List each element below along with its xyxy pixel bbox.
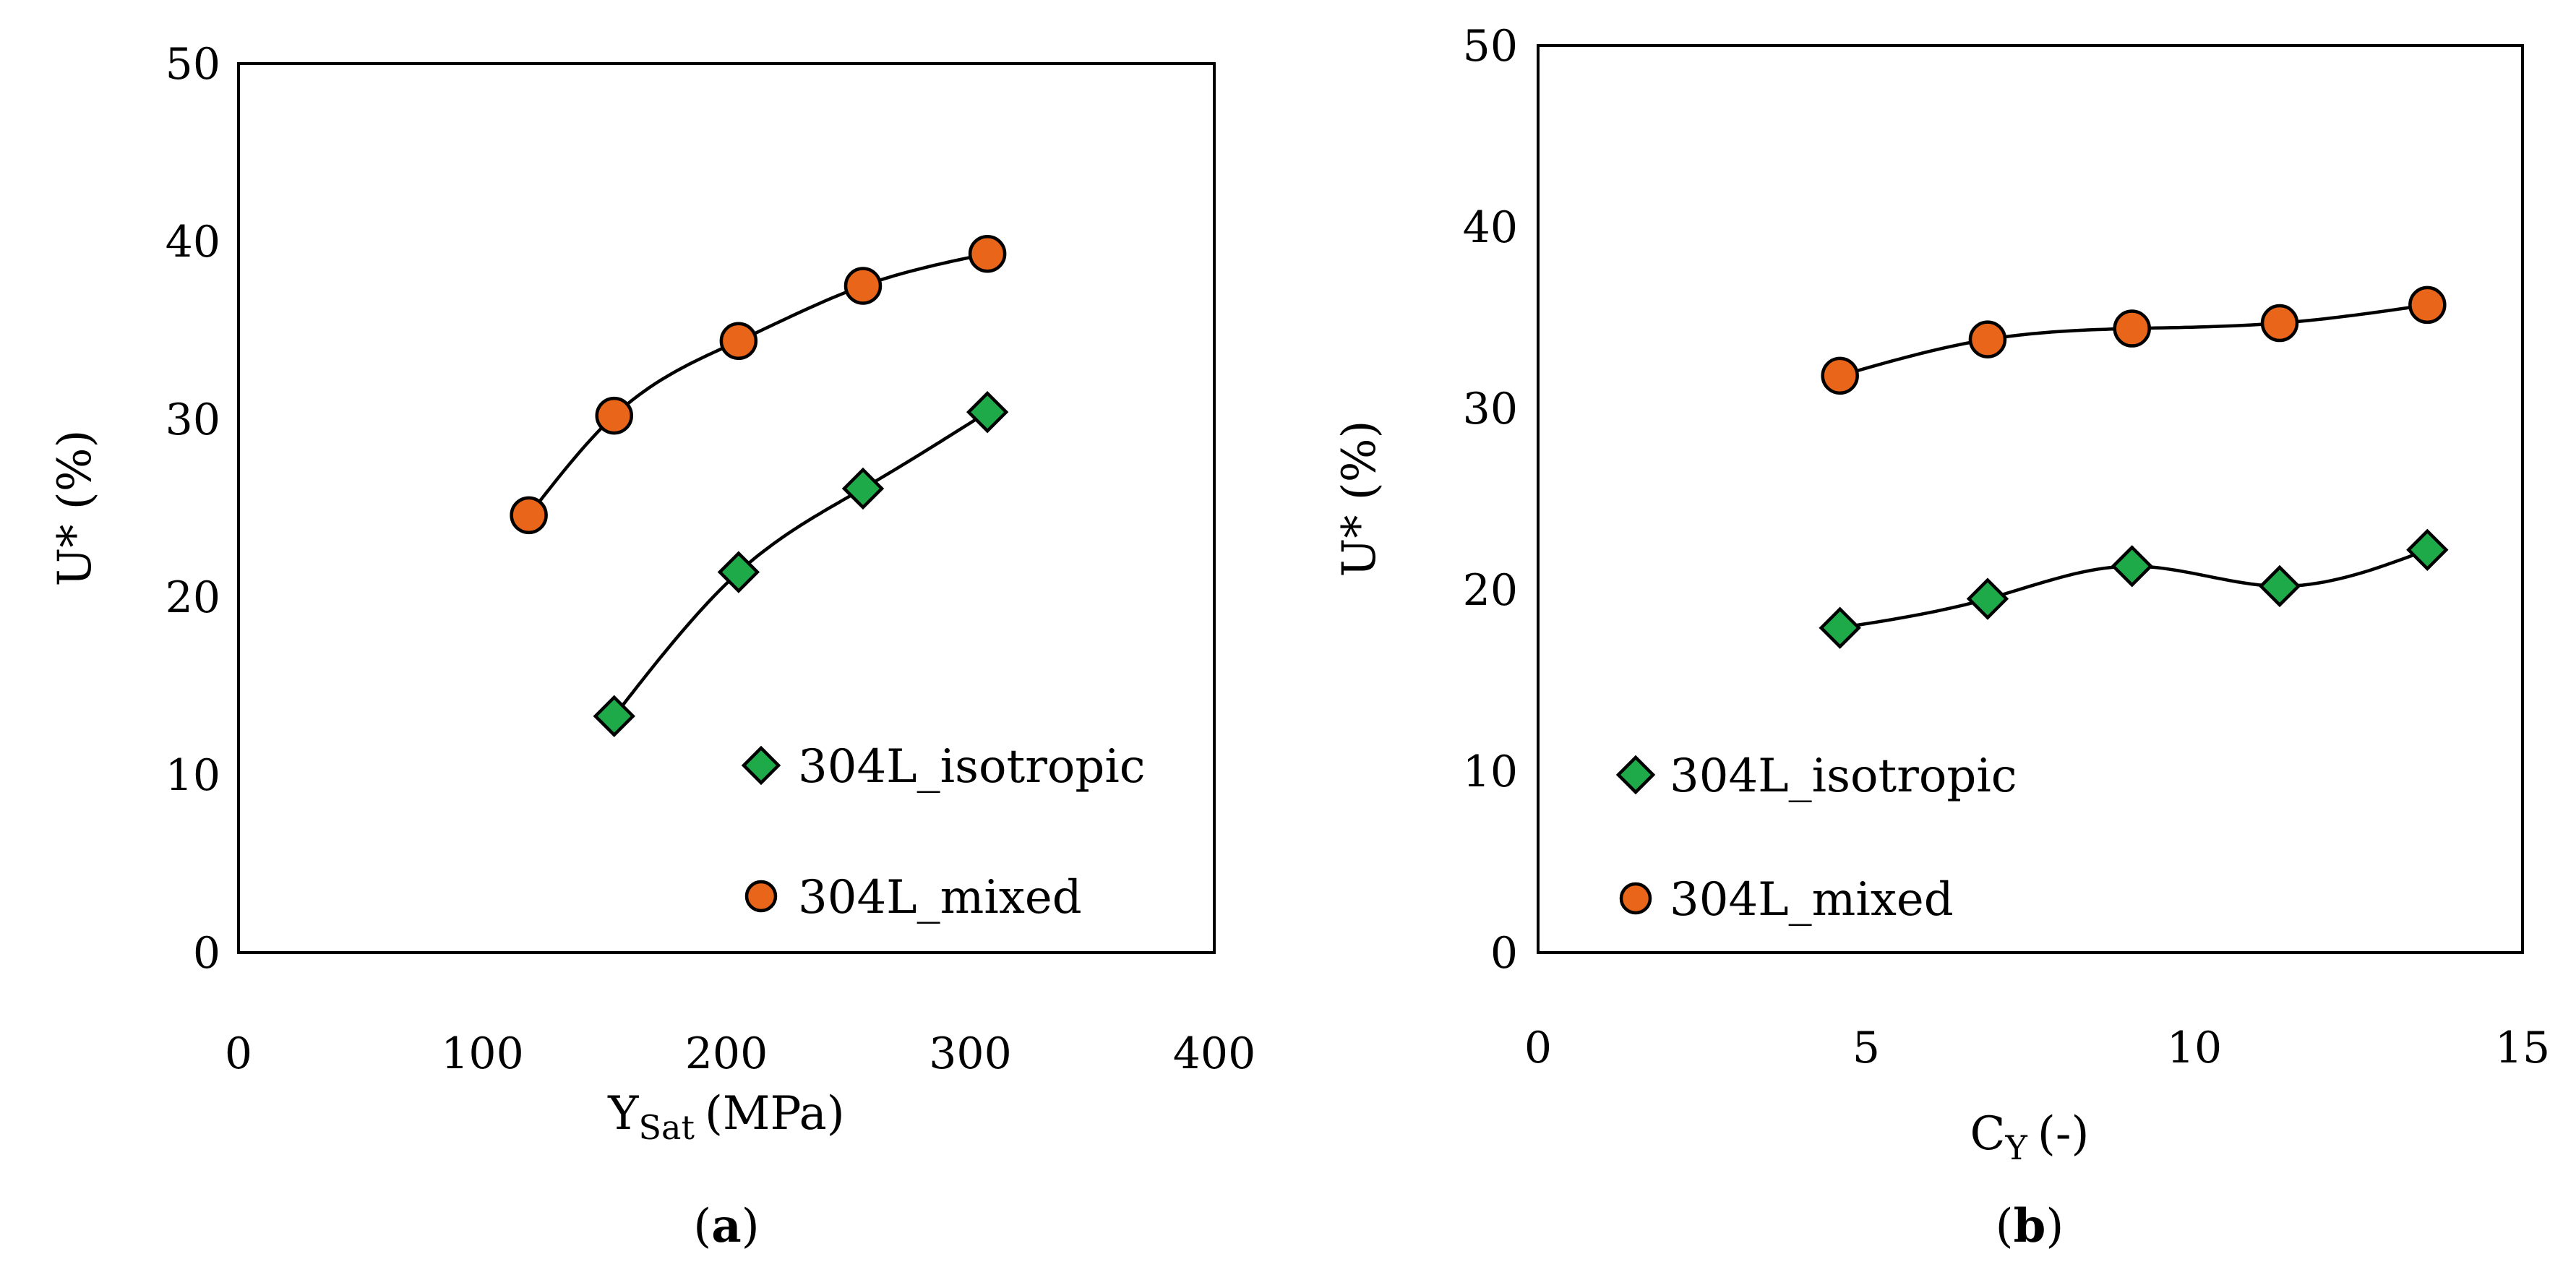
x-axis-title-rest: (MPa)	[705, 1087, 845, 1141]
y-tick-label: 0	[193, 928, 220, 979]
data-point-mixed	[968, 234, 1007, 273]
data-point-isotropic	[1966, 577, 2009, 620]
y-tick-label: 20	[1463, 565, 1518, 616]
panel-label-b-letter: b	[2014, 1199, 2046, 1253]
panel-label-a-letter: a	[711, 1199, 741, 1253]
data-point-isotropic	[841, 467, 885, 510]
x-axis-title: CY (-)	[1970, 1107, 2090, 1167]
y-tick-label: 30	[1463, 384, 1518, 434]
data-point-isotropic	[2258, 564, 2301, 608]
y-tick-label: 20	[166, 572, 220, 623]
legend-marker-mixed	[1619, 882, 1652, 915]
y-tick-label: 40	[166, 217, 220, 267]
data-point-mixed	[1968, 320, 2007, 358]
plot-area-frame	[237, 62, 1216, 954]
x-axis-title: YSat (MPa)	[607, 1087, 845, 1147]
data-point-isotropic	[593, 695, 635, 738]
y-tick-label: 50	[166, 39, 220, 90]
legend-marker-isotropic	[1615, 755, 1656, 795]
panel-label-a: (a)	[693, 1199, 759, 1253]
legend-marker-mixed	[744, 880, 778, 913]
y-tick-label: 40	[1463, 202, 1518, 253]
x-axis-title-rest: (-)	[2038, 1107, 2090, 1161]
x-tick-label: 100	[441, 1028, 524, 1079]
legend-label-mixed: 304L_mixed	[798, 871, 1082, 924]
x-axis-title-main: C	[1970, 1107, 2006, 1161]
data-point-mixed	[1821, 356, 1859, 395]
x-tick-label: 15	[2495, 1023, 2550, 1073]
data-point-mixed	[2408, 285, 2447, 325]
fit-curves	[527, 252, 989, 718]
data-point-mixed	[719, 322, 758, 361]
x-tick-label: 5	[1852, 1023, 1880, 1073]
data-points	[510, 234, 1009, 738]
x-tick-label: 0	[225, 1028, 252, 1079]
chart-panel-a: 0 100 200 300 400 0 10 20 30 40 50 U* (%) YSat (MPa…	[48, 39, 1255, 1253]
tick-labels: 0 5 10 15 0 10 20 30 40 50	[1463, 21, 2551, 1073]
legend-label-isotropic: 304L_isotropic	[1670, 749, 2017, 803]
y-axis-title: U* (%)	[48, 429, 102, 586]
legend-marker-isotropic	[741, 745, 781, 786]
data-point-mixed	[510, 496, 548, 535]
legend: 304L_isotropic 304L_mixed	[1615, 749, 2017, 927]
tick-labels: 0 100 200 300 400 0 10 20 30 40 50	[166, 39, 1256, 1079]
data-point-isotropic	[2111, 545, 2153, 588]
data-points	[1819, 285, 2449, 649]
data-point-isotropic	[1819, 606, 1861, 649]
x-tick-label: 300	[929, 1028, 1012, 1079]
plot-area-frame	[1537, 44, 2524, 954]
fit-curve-mixed	[527, 252, 988, 517]
y-tick-label: 50	[1463, 21, 1518, 72]
x-tick-label: 400	[1173, 1028, 1256, 1079]
x-tick-label: 0	[1524, 1023, 1552, 1073]
y-tick-label: 0	[1490, 928, 1518, 979]
legend-label-isotropic: 304L_isotropic	[798, 740, 1146, 794]
x-axis-title-main: Y	[607, 1087, 639, 1141]
data-point-mixed	[2260, 304, 2299, 343]
x-tick-label: 200	[685, 1028, 768, 1079]
y-tick-label: 10	[1463, 747, 1518, 797]
y-tick-label: 30	[166, 395, 220, 445]
y-tick-label: 10	[166, 750, 220, 801]
data-point-mixed	[595, 396, 633, 435]
x-axis-title-subscript: Y	[2005, 1128, 2028, 1167]
panel-label-b: (b)	[1996, 1199, 2064, 1253]
legend-label-mixed: 304L_mixed	[1670, 873, 1954, 927]
x-tick-label: 10	[2167, 1023, 2222, 1073]
data-point-isotropic	[717, 551, 760, 593]
data-point-mixed	[843, 267, 883, 305]
chart-panel-b: 0 5 10 15 0 10 20 30 40 50 U* (%) CY (-) 304L_isot…	[1333, 21, 2550, 1253]
fit-curve-isotropic	[613, 411, 989, 718]
y-axis-title: U* (%)	[1333, 420, 1386, 577]
data-point-isotropic	[966, 390, 1009, 434]
data-point-mixed	[2113, 309, 2151, 348]
legend: 304L_isotropic 304L_mixed	[741, 740, 1146, 924]
x-axis-title-subscript: Sat	[639, 1108, 695, 1147]
data-point-isotropic	[2406, 528, 2449, 571]
